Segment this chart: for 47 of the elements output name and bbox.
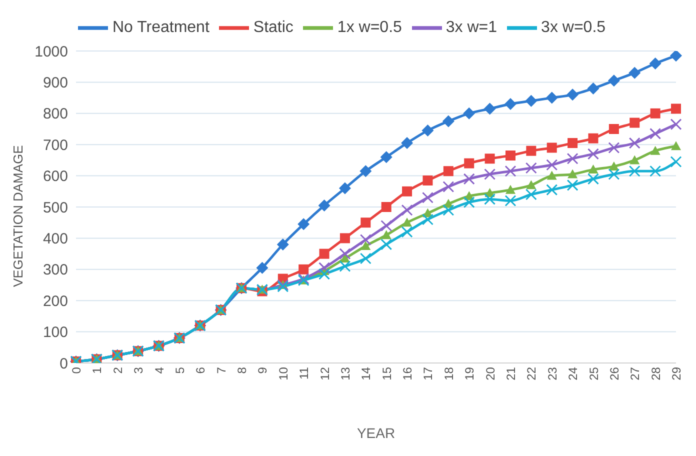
x-tick-label: 23 (545, 366, 560, 380)
y-axis-title: VEGETATION DAMAGE (10, 144, 26, 287)
x-tick-label: 16 (400, 366, 415, 380)
y-tick-label: 600 (42, 168, 68, 186)
y-tick-label: 100 (42, 324, 68, 342)
x-tick-label: 17 (421, 366, 436, 380)
x-tick-label: 6 (194, 366, 208, 374)
y-tick-label: 500 (42, 199, 68, 216)
x-tick-label: 2 (110, 366, 125, 374)
x-tick-label: 18 (442, 366, 456, 380)
y-tick-label: 800 (42, 106, 68, 123)
x-tick-label: 0 (70, 366, 84, 374)
legend-label: No Treatment (112, 19, 210, 36)
x-tick-label: 10 (276, 366, 290, 380)
x-tick-label: 27 (628, 366, 642, 380)
x-tick-label: 25 (586, 366, 601, 380)
x-tick-label: 7 (214, 366, 228, 374)
legend-label: 3x w=1 (446, 19, 498, 36)
x-tick-label: 5 (172, 366, 187, 374)
y-tick-label: 400 (42, 230, 68, 248)
x-tick-label: 14 (359, 366, 374, 380)
x-tick-label: 24 (566, 366, 580, 380)
x-tick-label: 13 (338, 366, 352, 380)
x-tick-label: 3 (132, 366, 146, 374)
y-tick-label: 300 (42, 262, 68, 279)
x-tick-label: 11 (297, 366, 312, 380)
x-tick-label: 15 (380, 366, 394, 380)
x-tick-label: 26 (607, 366, 622, 380)
x-tick-label: 22 (524, 366, 539, 380)
x-tick-label: 20 (483, 366, 498, 380)
x-tick-label: 8 (235, 366, 250, 374)
x-tick-label: 12 (318, 366, 332, 380)
x-tick-label: 21 (504, 366, 518, 380)
legend-label: 3x w=0.5 (541, 19, 606, 36)
x-tick-label: 4 (152, 366, 166, 374)
y-tick-label: 900 (42, 74, 68, 92)
x-tick-label: 28 (648, 366, 663, 380)
legend-label: 1x w=0.5 (337, 19, 402, 36)
y-tick-label: 700 (42, 136, 68, 154)
legend-label: Static (253, 19, 294, 36)
y-tick-label: 200 (42, 292, 68, 310)
x-tick-label: 19 (462, 366, 477, 380)
x-tick-label: 1 (90, 366, 104, 374)
y-tick-label: 1000 (34, 43, 68, 60)
x-tick-label: 9 (256, 366, 270, 374)
x-tick-label: 29 (670, 366, 684, 380)
x-axis-title: YEAR (356, 425, 396, 441)
